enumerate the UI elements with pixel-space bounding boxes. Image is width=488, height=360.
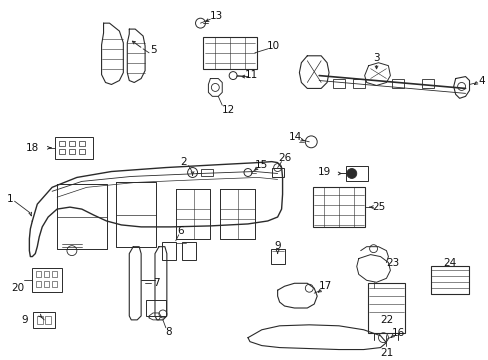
- Text: 9: 9: [274, 241, 281, 251]
- Bar: [37, 316, 43, 324]
- Bar: [271, 167, 283, 177]
- Bar: [79, 149, 84, 154]
- Text: 6: 6: [177, 226, 183, 236]
- Bar: [203, 37, 257, 69]
- Text: 12: 12: [221, 105, 234, 115]
- Text: 13: 13: [209, 11, 223, 21]
- Text: 19: 19: [317, 167, 330, 176]
- Bar: [36, 271, 41, 277]
- Bar: [52, 281, 57, 287]
- Bar: [36, 281, 41, 287]
- Text: 23: 23: [386, 258, 399, 269]
- Text: 11: 11: [245, 69, 258, 80]
- Text: 24: 24: [442, 258, 455, 269]
- Bar: [162, 242, 175, 260]
- Text: 25: 25: [371, 202, 385, 212]
- Bar: [391, 78, 404, 89]
- Bar: [367, 283, 405, 333]
- Text: 18: 18: [26, 143, 39, 153]
- Bar: [79, 141, 84, 146]
- Text: 1: 1: [7, 194, 14, 204]
- Bar: [43, 271, 49, 277]
- Bar: [43, 281, 49, 287]
- Text: 15: 15: [255, 159, 268, 170]
- Bar: [352, 78, 364, 89]
- Text: 10: 10: [266, 41, 280, 51]
- Bar: [32, 269, 62, 292]
- Text: 17: 17: [318, 281, 331, 291]
- Text: 3: 3: [372, 53, 379, 63]
- Text: 4: 4: [477, 76, 484, 86]
- Bar: [270, 249, 284, 265]
- Text: 8: 8: [165, 327, 172, 337]
- Bar: [421, 78, 433, 89]
- Bar: [45, 316, 51, 324]
- Bar: [430, 266, 468, 294]
- Bar: [69, 149, 75, 154]
- Bar: [52, 271, 57, 277]
- Text: 22: 22: [379, 315, 392, 325]
- Bar: [69, 141, 75, 146]
- Bar: [59, 141, 65, 146]
- Bar: [146, 300, 165, 316]
- Bar: [33, 312, 55, 328]
- Bar: [313, 187, 364, 227]
- Bar: [59, 149, 65, 154]
- Text: 7: 7: [152, 278, 159, 288]
- Bar: [332, 78, 344, 89]
- Text: 26: 26: [277, 153, 290, 163]
- Text: 16: 16: [391, 328, 404, 338]
- Bar: [182, 242, 195, 260]
- Circle shape: [346, 168, 356, 179]
- Bar: [55, 137, 93, 159]
- Text: 5: 5: [149, 45, 156, 55]
- Text: 21: 21: [379, 347, 392, 357]
- Text: 14: 14: [288, 132, 302, 142]
- Text: 2: 2: [180, 157, 186, 167]
- Bar: [345, 166, 367, 181]
- Bar: [201, 168, 213, 176]
- Text: 9: 9: [21, 315, 28, 325]
- Text: 20: 20: [11, 283, 24, 293]
